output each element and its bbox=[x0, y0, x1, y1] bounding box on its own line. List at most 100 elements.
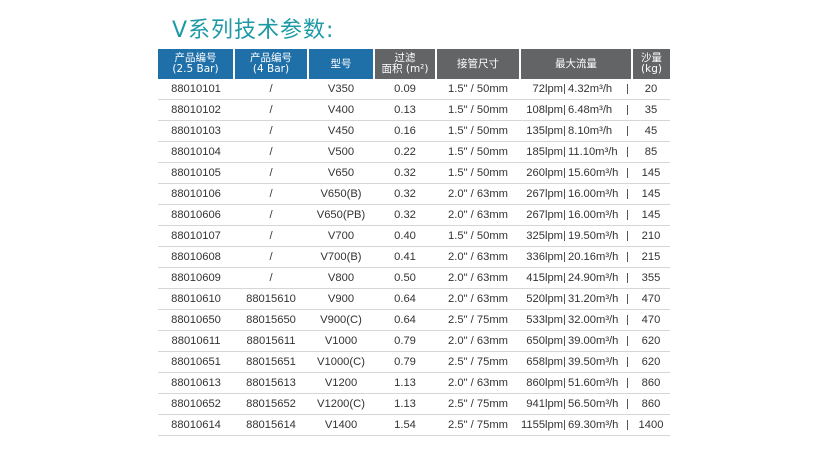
flow-divider bbox=[627, 252, 628, 262]
cell-sand: 145 bbox=[632, 162, 670, 184]
cell-code-25bar: 88010103 bbox=[158, 120, 234, 142]
cell-max-flow: 520lpm 31.20m³/h bbox=[520, 288, 632, 310]
flow-m3h: 4.32m³/h bbox=[568, 83, 613, 95]
cell-max-flow: 650lpm 39.00m³/h bbox=[520, 330, 632, 352]
cell-model: V1000 bbox=[308, 330, 374, 352]
flow-divider bbox=[627, 126, 628, 136]
cell-filter-area: 0.32 bbox=[374, 204, 436, 226]
header-code-25bar-line1: 产品编号 bbox=[174, 52, 217, 64]
cell-code-25bar: 88010613 bbox=[158, 372, 234, 394]
cell-max-flow: 267lpm 16.00m³/h bbox=[520, 183, 632, 205]
flow-divider bbox=[564, 168, 565, 178]
flow-divider bbox=[564, 105, 565, 115]
cell-max-flow: 941lpm 56.50m³/h bbox=[520, 393, 632, 415]
cell-filter-area: 0.32 bbox=[374, 162, 436, 184]
header-sand: 沙量 (kg) bbox=[632, 49, 670, 79]
flow-m3h: 19.50m³/h bbox=[568, 230, 619, 242]
cell-pipe-size: 1.5" / 50mm bbox=[436, 162, 520, 184]
flow-divider bbox=[564, 378, 565, 388]
cell-code-4bar: / bbox=[234, 267, 308, 289]
header-code-25bar-line2: (2.5 Bar) bbox=[172, 63, 219, 75]
cell-sand: 620 bbox=[632, 351, 670, 373]
cell-max-flow: 185lpm 11.10m³/h bbox=[520, 141, 632, 163]
cell-max-flow: 336lpm 20.16m³/h bbox=[520, 246, 632, 268]
cell-max-flow: 72lpm 4.32m³/h bbox=[520, 79, 632, 100]
cell-model: V1200(C) bbox=[308, 393, 374, 415]
cell-pipe-size: 2.0" / 63mm bbox=[436, 183, 520, 205]
cell-filter-area: 0.40 bbox=[374, 225, 436, 247]
table-body: 88010101/V350 0.09 1.5" / 50mm 72lpm 4.32m³/… bbox=[158, 79, 670, 436]
cell-sand: 35 bbox=[632, 99, 670, 121]
flow-divider bbox=[627, 378, 628, 388]
cell-filter-area: 0.13 bbox=[374, 99, 436, 121]
header-filter-area-line1: 过滤 bbox=[394, 52, 416, 64]
cell-code-4bar: / bbox=[234, 79, 308, 100]
cell-code-4bar: 88015652 bbox=[234, 393, 308, 415]
flow-lpm: 185lpm bbox=[526, 146, 563, 158]
flow-divider bbox=[627, 210, 628, 220]
table-row: 88010104/V500 0.22 1.5" / 50mm 185lpm 11.10m… bbox=[158, 141, 670, 163]
flow-divider bbox=[627, 168, 628, 178]
cell-pipe-size: 2.0" / 63mm bbox=[436, 372, 520, 394]
flow-lpm: 336lpm bbox=[526, 251, 563, 263]
cell-code-4bar: 88015651 bbox=[234, 351, 308, 373]
flow-divider bbox=[627, 147, 628, 157]
cell-code-25bar: 88010105 bbox=[158, 162, 234, 184]
cell-pipe-size: 2.5" / 75mm bbox=[436, 393, 520, 415]
cell-sand: 470 bbox=[632, 288, 670, 310]
header-code-25bar: 产品编号 (2.5 Bar) bbox=[158, 49, 235, 79]
flow-divider bbox=[627, 189, 628, 199]
cell-code-25bar: 88010102 bbox=[158, 99, 234, 121]
flow-divider bbox=[627, 105, 628, 115]
cell-code-25bar: 88010101 bbox=[158, 79, 234, 100]
flow-m3h: 24.90m³/h bbox=[568, 272, 619, 284]
cell-pipe-size: 2.5" / 75mm bbox=[436, 351, 520, 373]
cell-filter-area: 0.16 bbox=[374, 120, 436, 142]
flow-divider bbox=[564, 294, 565, 304]
cell-model: V1000(C) bbox=[308, 351, 374, 373]
flow-lpm: 260lpm bbox=[526, 167, 563, 179]
header-max-flow: 最大流量 bbox=[520, 49, 633, 79]
cell-sand: 1400 bbox=[632, 414, 670, 436]
flow-divider bbox=[627, 231, 628, 241]
flow-lpm: 533lpm bbox=[526, 314, 563, 326]
cell-code-4bar: 88015611 bbox=[234, 330, 308, 352]
cell-sand: 620 bbox=[632, 330, 670, 352]
cell-pipe-size: 1.5" / 50mm bbox=[436, 120, 520, 142]
cell-pipe-size: 2.0" / 63mm bbox=[436, 288, 520, 310]
flow-divider bbox=[564, 273, 565, 283]
flow-lpm: 1155lpm bbox=[521, 419, 564, 431]
flow-lpm: 108lpm bbox=[526, 104, 563, 116]
flow-lpm: 941lpm bbox=[526, 398, 563, 410]
cell-code-25bar: 88010106 bbox=[158, 183, 234, 205]
cell-model: V650(B) bbox=[308, 183, 374, 205]
table-row: 88010652 88015652 V1200(C) 1.13 2.5" / 75mm 9… bbox=[158, 393, 670, 415]
flow-divider bbox=[564, 420, 565, 430]
cell-model: V450 bbox=[308, 120, 374, 142]
table-row: 88010608/V700(B) 0.41 2.0" / 63mm 336lpm 20.… bbox=[158, 246, 670, 268]
header-sand-line1: 沙量 bbox=[641, 52, 662, 64]
cell-code-25bar: 88010652 bbox=[158, 393, 234, 415]
cell-sand: 210 bbox=[632, 225, 670, 247]
cell-code-4bar: / bbox=[234, 141, 308, 163]
cell-sand: 20 bbox=[632, 79, 670, 100]
cell-sand: 85 bbox=[632, 141, 670, 163]
cell-filter-area: 0.79 bbox=[374, 351, 436, 373]
table-row: 88010107/V700 0.40 1.5" / 50mm 325lpm 19.50m… bbox=[158, 225, 670, 247]
cell-max-flow: 860lpm 51.60m³/h bbox=[520, 372, 632, 394]
cell-sand: 215 bbox=[632, 246, 670, 268]
cell-model: V1400 bbox=[308, 414, 374, 436]
cell-filter-area: 0.09 bbox=[374, 79, 436, 100]
cell-model: V700 bbox=[308, 225, 374, 247]
flow-m3h: 51.60m³/h bbox=[568, 377, 619, 389]
cell-code-4bar: 88015613 bbox=[234, 372, 308, 394]
cell-model: V800 bbox=[308, 267, 374, 289]
cell-code-25bar: 88010610 bbox=[158, 288, 234, 310]
table-row: 88010650 88015650 V900(C) 0.64 2.5" / 75mm 53… bbox=[158, 309, 670, 331]
flow-m3h: 39.00m³/h bbox=[568, 335, 619, 347]
cell-filter-area: 1.54 bbox=[374, 414, 436, 436]
cell-sand: 470 bbox=[632, 309, 670, 331]
table-row: 88010611 88015611 V1000 0.79 2.0" / 63mm 650l… bbox=[158, 330, 670, 352]
cell-filter-area: 0.22 bbox=[374, 141, 436, 163]
header-model: 型号 bbox=[308, 49, 375, 79]
